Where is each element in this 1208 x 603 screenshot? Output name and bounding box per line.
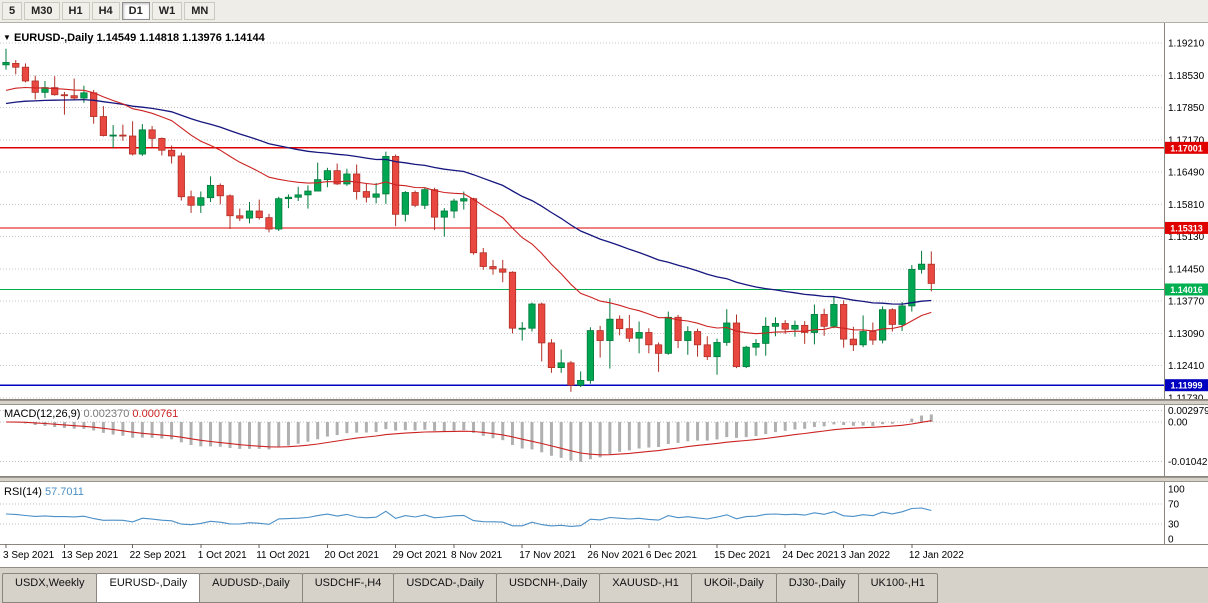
price-badge-label: 1.11999: [1170, 381, 1202, 391]
timeframe-button-mn[interactable]: MN: [184, 2, 216, 20]
price-axis-label: 1.12410: [1168, 361, 1205, 372]
separator-macd-rsi[interactable]: [0, 477, 1208, 482]
price-axis-label: 1.13770: [1168, 297, 1205, 308]
price-badge: [1165, 379, 1208, 392]
rsi-axis-label: 30: [1168, 520, 1180, 531]
price-grid: [0, 42, 1164, 399]
price-axis-label: 1.11730: [1168, 393, 1204, 404]
date-axis-label: 6 Dec 2021: [646, 550, 698, 561]
price-axis-label: 1.14450: [1168, 264, 1205, 275]
price-badge: [1165, 221, 1208, 234]
hline-1.14016[interactable]: 1.14016: [0, 283, 1208, 296]
timeframe-button-5[interactable]: 5: [2, 2, 23, 20]
moving-averages: [5, 86, 932, 335]
price-axis[interactable]: 1.19210 1.18530 1.17850 1.17170 1.16490 1.158…: [1164, 23, 1205, 544]
date-axis-label: 29 Oct 2021: [393, 550, 448, 561]
price-axis-label: 1.15130: [1168, 232, 1205, 243]
date-axis-label: 11 Oct 2021: [256, 550, 310, 561]
price-axis-label: 1.13090: [1168, 329, 1205, 340]
date-axis-label: 24 Dec 2021: [782, 550, 839, 561]
timeframe-button-h1[interactable]: H1: [61, 2, 90, 20]
rsi-line: [5, 507, 932, 527]
chart-tab-uk100-h1[interactable]: UK100-,H1: [857, 573, 939, 603]
chart-tab-eurusd-daily[interactable]: EURUSD-,Daily: [96, 573, 201, 603]
chart-tab-usdx-weekly[interactable]: USDX,Weekly: [2, 573, 98, 603]
date-axis-label: 12 Jan 2022: [909, 550, 964, 561]
price-axis-label: 1.18530: [1168, 71, 1205, 82]
price-axis-label: 1.17850: [1168, 103, 1205, 114]
date-axis-label: 3 Sep 2021: [3, 550, 55, 561]
chart-title-ohlc: EURUSD-,Daily 1.14549 1.14818 1.13976 1.…: [14, 32, 266, 44]
date-axis-label: 15 Dec 2021: [714, 550, 771, 561]
chart-background: [0, 23, 1208, 567]
chart-tab-dj30-daily[interactable]: DJ30-,Daily: [775, 573, 859, 603]
date-axis-label: 20 Oct 2021: [324, 550, 379, 561]
macd-indicator-label: MACD(12,26,9) 0.002370 0.000761: [4, 408, 178, 420]
date-axis-label: 8 Nov 2021: [451, 550, 503, 561]
macd-pane: [0, 410, 1164, 463]
chart-tab-ukoil-daily[interactable]: UKOil-,Daily: [690, 573, 777, 603]
candlestick-series: [2, 48, 935, 392]
date-axis-label: 22 Sep 2021: [130, 550, 187, 561]
macd-axis-label: 0.002979: [1168, 406, 1208, 417]
date-axis-label: 26 Nov 2021: [587, 550, 644, 561]
rsi-pane: [0, 503, 1164, 527]
hline-1.15313[interactable]: 1.15313: [0, 221, 1208, 234]
date-axis-label: 13 Sep 2021: [61, 550, 118, 561]
chart-dropdown-icon[interactable]: ▼: [3, 33, 11, 42]
price-axis-label: 1.17170: [1168, 135, 1205, 146]
chart-area: 1.19210 1.18530 1.17850 1.17170 1.16490 1.158…: [0, 23, 1208, 567]
macd-axis-label: -0.010422: [1168, 457, 1208, 468]
timeframe-button-h4[interactable]: H4: [91, 2, 120, 20]
date-axis-label: 3 Jan 2022: [841, 550, 891, 561]
price-chart-canvas[interactable]: 1.19210 1.18530 1.17850 1.17170 1.16490 1.158…: [0, 23, 1208, 567]
price-axis-label: 1.16490: [1168, 168, 1205, 179]
chart-tabs-bar: USDX,Weekly EURUSD-,Daily AUDUSD-,Daily USD…: [0, 567, 1208, 603]
timeframe-button-m30[interactable]: M30: [24, 2, 60, 20]
price-badge-label: 1.17001: [1170, 143, 1203, 153]
date-axis[interactable]: 3 Sep 2021 13 Sep 2021 22 Sep 2021 1 Oct 20…: [3, 544, 964, 561]
chart-tab-audusd-daily[interactable]: AUDUSD-,Daily: [199, 573, 303, 603]
ma-fast-line: [5, 86, 932, 335]
rsi-axis-label: 0: [1168, 535, 1174, 546]
price-badge-label: 1.15313: [1170, 223, 1203, 233]
date-axis-label: 17 Nov 2021: [519, 550, 576, 561]
timeframe-toolbar: 5 M30 H1 H4 D1 W1 MN: [0, 0, 1208, 23]
price-axis-label: 1.19210: [1168, 39, 1205, 50]
price-axis-label: 1.15810: [1168, 200, 1205, 211]
price-badge: [1165, 141, 1208, 154]
rsi-axis-label: 100: [1168, 485, 1185, 496]
price-badge-label: 1.14016: [1170, 285, 1203, 295]
rsi-axis-label: 70: [1168, 500, 1180, 511]
timeframe-button-w1[interactable]: W1: [151, 2, 183, 20]
rsi-indicator-label: RSI(14) 57.7011: [4, 486, 84, 498]
ma-slow-line: [5, 98, 932, 305]
separator-main-macd[interactable]: [0, 400, 1208, 405]
timeframe-button-d1[interactable]: D1: [121, 2, 150, 20]
hline-1.17001[interactable]: 1.17001: [0, 141, 1208, 154]
macd-signal-line: [5, 420, 932, 456]
date-axis-label: 1 Oct 2021: [198, 550, 247, 561]
macd-axis-label: 0.00: [1168, 418, 1188, 429]
price-badge: [1165, 283, 1208, 296]
